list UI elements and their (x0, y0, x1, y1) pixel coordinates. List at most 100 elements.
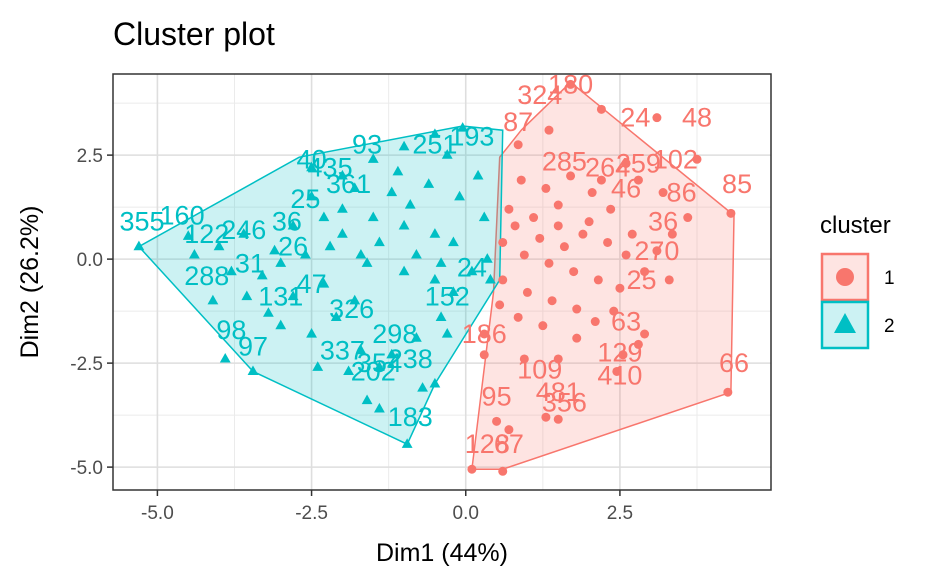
cluster-2-point-label: 36 (272, 207, 302, 237)
cluster-1-point-label: 270 (634, 236, 679, 266)
cluster-2-point-label: 183 (388, 402, 433, 432)
cluster-2-point (454, 190, 465, 201)
cluster-1-point (664, 275, 674, 285)
cluster-1-point-label: 67 (494, 429, 524, 459)
panel-border (112, 73, 772, 491)
cluster-1-point (578, 229, 588, 239)
cluster-1-point (618, 350, 628, 360)
cluster-1-point (658, 188, 668, 198)
cluster-2-point (355, 248, 367, 259)
chart-title: Cluster plot (113, 16, 275, 52)
x-tick-label: -2.5 (295, 503, 328, 524)
cluster-1-point (498, 466, 508, 476)
cluster-2-point (349, 294, 361, 305)
cluster-1-point (566, 171, 576, 181)
cluster-2-point (306, 328, 317, 338)
cluster-1-point (640, 329, 650, 339)
cluster-2-point (337, 228, 348, 238)
cluster-1-point-label: 86 (667, 178, 697, 208)
cluster-2-point (337, 169, 348, 180)
cluster-1-point-label: 356 (542, 388, 587, 418)
cluster-2-point-label: 152 (425, 282, 470, 312)
cluster-1-point (544, 258, 554, 268)
x-tick-label: -5.0 (141, 503, 174, 524)
cluster-2-point (287, 290, 299, 301)
cluster-2-point (429, 273, 441, 284)
cluster-2-point (435, 257, 447, 267)
cluster-1-point (633, 339, 643, 349)
cluster-2-point (226, 265, 237, 276)
cluster-2-point (355, 344, 367, 355)
cluster-2-point (398, 265, 410, 276)
cluster-2-point (429, 128, 441, 138)
cluster-2-point-label: 355 (119, 207, 164, 237)
cluster-1-point (538, 321, 548, 331)
cluster-2-point (256, 269, 268, 280)
cluster-2-point-label: 26 (278, 232, 308, 262)
cluster-2-point (213, 240, 225, 251)
cluster-1-point (640, 267, 650, 277)
cluster-2-point-label: 31 (235, 248, 265, 278)
cluster-1-point (467, 464, 477, 474)
cluster-2-point (374, 402, 385, 413)
cluster-2-point (324, 240, 336, 251)
cluster-1-point (513, 312, 523, 322)
cluster-1-point-label: 259 (616, 148, 661, 178)
cluster-2-point (189, 248, 200, 259)
cluster-2-point (219, 352, 231, 363)
cluster-2-point-label: 122 (184, 219, 229, 249)
cluster-1-point (513, 140, 523, 150)
cluster-2-point (374, 236, 385, 247)
cluster-2-point (343, 365, 354, 376)
cluster-1-point (584, 217, 594, 227)
cluster-1-point (541, 412, 551, 422)
cluster-1-point (723, 387, 733, 397)
cluster-2-point-label: 160 (160, 200, 205, 230)
cluster-1-point (553, 200, 563, 210)
cluster-2-point (318, 211, 330, 222)
cluster-1-point-label: 324 (517, 80, 562, 110)
cluster-1-point (572, 304, 582, 314)
legend: cluster 1 2 (820, 212, 895, 350)
cluster-2-point-label: 361 (326, 169, 371, 199)
cluster-2-point-label: 47 (297, 269, 327, 299)
cluster-1-point-label: 24 (620, 103, 650, 133)
x-tick-label: 2.5 (607, 503, 633, 524)
cluster-2-point-label: 25 (290, 184, 320, 214)
cluster-2-point (404, 199, 416, 209)
cluster-1-point (572, 333, 582, 343)
cluster-1-point (479, 329, 489, 339)
cluster-2-point (398, 140, 410, 151)
cluster-1-point (535, 233, 545, 243)
cluster-2-point (481, 253, 493, 263)
cluster-2-point (448, 286, 459, 296)
cluster-2-point (485, 273, 496, 284)
cluster-2-point (263, 307, 274, 317)
cluster-2-point-label: 24 (457, 252, 487, 282)
cluster-1-point-label: 85 (722, 169, 752, 199)
cluster-2-point (207, 294, 219, 305)
cluster-2-point (478, 211, 490, 222)
cluster-2-point (269, 244, 280, 255)
cluster-2-point-label: 131 (258, 282, 303, 312)
cluster-2-point (300, 248, 311, 259)
cluster-1-point (553, 354, 563, 364)
cluster-1-point (529, 213, 539, 223)
y-axis-title: Dim2 (26.2%) (16, 206, 44, 359)
cluster-1-point (544, 125, 554, 135)
x-axis-title: Dim1 (44%) (376, 539, 508, 567)
cluster-1-point (519, 250, 529, 260)
cluster-1-point (615, 283, 625, 293)
cluster-1-point-label: 109 (517, 354, 562, 384)
cluster-1-point (726, 208, 736, 218)
cluster-1-point (566, 79, 576, 89)
cluster-1-point (504, 204, 514, 214)
cluster-1-point-label: 66 (719, 348, 749, 378)
cluster-1-point-label: 48 (682, 103, 712, 133)
cluster-1-point (612, 366, 622, 376)
cluster-2-point (457, 122, 469, 132)
cluster-1-point (593, 275, 603, 285)
cluster-2-point-label: 354 (357, 348, 402, 378)
cluster-1-point (667, 229, 677, 239)
